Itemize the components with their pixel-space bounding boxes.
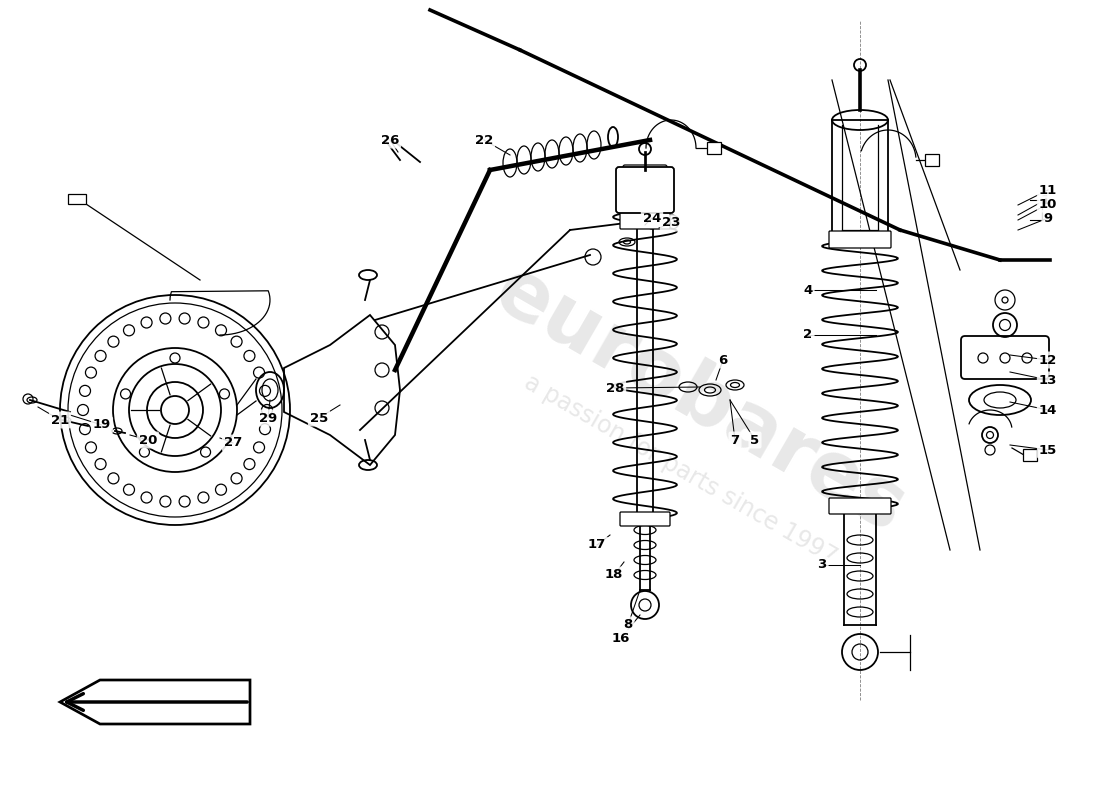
FancyBboxPatch shape: [620, 512, 670, 526]
Bar: [68, 194, 86, 204]
Text: 25: 25: [310, 411, 328, 425]
Text: 4: 4: [803, 283, 813, 297]
FancyBboxPatch shape: [616, 167, 674, 213]
Text: 16: 16: [612, 631, 630, 645]
FancyBboxPatch shape: [829, 231, 891, 248]
FancyBboxPatch shape: [620, 209, 670, 229]
Text: 20: 20: [139, 434, 157, 446]
FancyBboxPatch shape: [623, 165, 667, 197]
Text: 6: 6: [718, 354, 727, 366]
Text: 3: 3: [817, 558, 826, 571]
Text: 18: 18: [605, 569, 624, 582]
Text: 11: 11: [1038, 183, 1057, 197]
Text: 7: 7: [730, 434, 739, 446]
Text: 21: 21: [51, 414, 69, 426]
Text: 29: 29: [258, 411, 277, 425]
Text: 22: 22: [475, 134, 493, 146]
Text: 1: 1: [1041, 194, 1049, 206]
Text: 27: 27: [224, 437, 242, 450]
FancyBboxPatch shape: [961, 336, 1049, 379]
Text: 17: 17: [587, 538, 606, 551]
Bar: [707, 142, 721, 154]
Text: 10: 10: [1038, 198, 1057, 210]
Bar: [925, 154, 939, 166]
Text: eurobares: eurobares: [481, 251, 920, 549]
Text: 15: 15: [1038, 443, 1057, 457]
Text: 5: 5: [750, 434, 760, 446]
Bar: [1023, 449, 1037, 461]
Text: a passion for parts since 1997: a passion for parts since 1997: [519, 370, 840, 570]
Text: 28: 28: [606, 382, 624, 394]
Text: 14: 14: [1038, 403, 1057, 417]
Text: 26: 26: [381, 134, 399, 146]
Text: 8: 8: [624, 618, 632, 631]
Text: 23: 23: [662, 217, 680, 230]
Text: 13: 13: [1038, 374, 1057, 386]
Text: 24: 24: [642, 211, 661, 225]
Text: 9: 9: [1044, 211, 1053, 225]
Text: 12: 12: [1038, 354, 1057, 366]
Text: 19: 19: [92, 418, 111, 431]
Text: 2: 2: [803, 329, 813, 342]
FancyBboxPatch shape: [829, 498, 891, 514]
